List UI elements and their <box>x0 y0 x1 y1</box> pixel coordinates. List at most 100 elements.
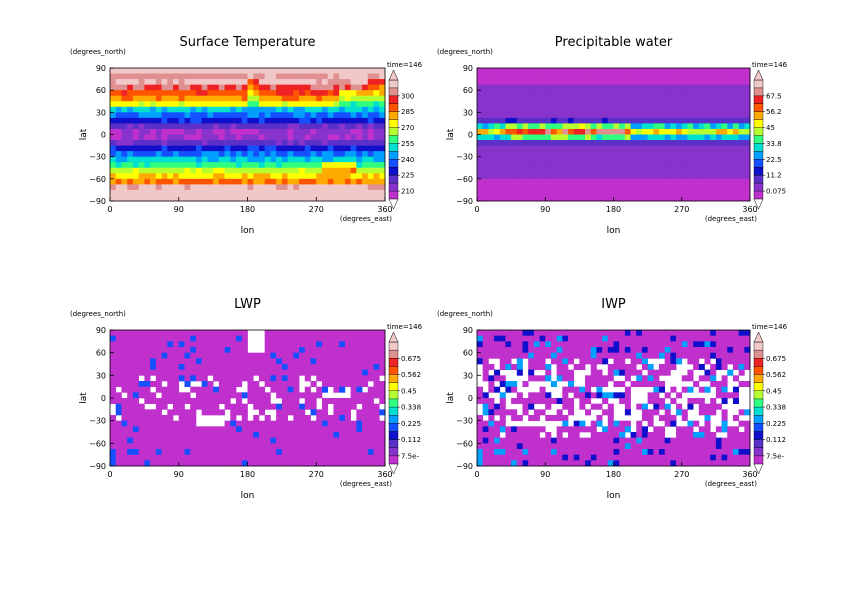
heatmap-cell <box>356 420 363 427</box>
heatmap-cell <box>339 95 346 102</box>
heatmap-cell <box>281 112 288 119</box>
heatmap-cell <box>505 335 512 342</box>
heatmap-cell <box>636 375 643 382</box>
heatmap-cell <box>704 403 711 410</box>
heatmap-cell <box>316 178 323 185</box>
heatmap-cell <box>155 140 162 146</box>
heatmap-cell <box>350 117 357 124</box>
heatmap-cell <box>710 156 717 163</box>
heatmap-cell <box>664 167 671 174</box>
heatmap-cell <box>636 195 643 202</box>
heatmap-cell <box>310 178 317 185</box>
heatmap-cell <box>367 68 374 74</box>
heatmap-cell <box>653 68 660 74</box>
heatmap-cell <box>539 101 546 108</box>
heatmap-cell <box>327 369 334 376</box>
heatmap-cell <box>613 145 620 152</box>
heatmap-cell <box>178 415 185 422</box>
heatmap-cell <box>494 90 501 97</box>
heatmap-cell <box>619 90 626 97</box>
heatmap-cell <box>647 167 654 174</box>
heatmap-cell <box>721 128 728 135</box>
heatmap-cell <box>138 335 145 342</box>
heatmap-cell <box>333 95 340 102</box>
heatmap-cell <box>624 140 631 146</box>
heatmap-cell <box>344 358 351 365</box>
heatmap-cell <box>710 381 717 388</box>
heatmap-cell <box>641 79 648 85</box>
heatmap-cell <box>613 151 620 158</box>
heatmap-cell <box>270 128 277 135</box>
heatmap-cell <box>316 167 323 174</box>
heatmap-cell <box>155 443 162 450</box>
heatmap-cell <box>281 151 288 158</box>
heatmap-cell <box>539 375 546 382</box>
heatmap-cell <box>121 386 128 393</box>
heatmap-cell <box>698 330 705 337</box>
heatmap-cell <box>110 347 117 354</box>
heatmap-cell <box>333 173 340 180</box>
heatmap-cell <box>482 84 489 91</box>
heatmap-cell <box>258 184 266 191</box>
heatmap-cell <box>115 330 122 337</box>
heatmap-cell <box>641 443 648 450</box>
heatmap-cell <box>482 162 489 169</box>
heatmap-cell <box>556 415 563 422</box>
heatmap-cell <box>499 364 506 371</box>
heatmap-cell <box>687 195 694 202</box>
heatmap-cell <box>681 123 688 130</box>
heatmap-cell <box>138 420 145 427</box>
heatmap-cell <box>161 330 168 337</box>
heatmap-cell <box>379 195 386 202</box>
heatmap-cell <box>545 392 552 399</box>
colorbar-arrow-top <box>388 331 399 343</box>
heatmap-cell <box>132 112 139 119</box>
heatmap-cell <box>264 128 271 135</box>
heatmap-cell <box>287 426 294 433</box>
heatmap-cell <box>184 134 191 141</box>
heatmap-cell <box>362 432 369 439</box>
heatmap-cell <box>321 195 329 202</box>
heatmap-cell <box>350 128 357 135</box>
heatmap-cell <box>150 454 157 461</box>
heatmap-cell <box>533 341 540 348</box>
heatmap-cell <box>132 167 139 174</box>
x-tick-label: 270 <box>674 205 689 214</box>
colorbar-swatch <box>388 103 399 113</box>
heatmap-cell <box>132 432 139 439</box>
heatmap-cell <box>218 112 225 119</box>
heatmap-cell <box>213 398 220 405</box>
heatmap-cell <box>167 134 174 141</box>
heatmap-cell <box>224 432 231 439</box>
heatmap-cell <box>230 381 237 388</box>
heatmap-cell <box>516 167 523 174</box>
heatmap-cell <box>327 95 334 102</box>
heatmap-cell <box>494 386 501 393</box>
heatmap-cell <box>533 409 540 416</box>
heatmap-cell <box>276 95 283 102</box>
heatmap-cell <box>127 90 134 97</box>
heatmap-cell <box>270 375 277 382</box>
heatmap-cell <box>681 347 688 354</box>
heatmap-cell <box>556 134 563 141</box>
heatmap-cell <box>585 392 592 399</box>
heatmap-cell <box>744 162 751 169</box>
heatmap-cell <box>647 79 654 85</box>
heatmap-cell <box>630 432 637 439</box>
heatmap-cell <box>287 330 294 337</box>
heatmap-cell <box>550 449 557 456</box>
heatmap-cell <box>241 117 248 124</box>
heatmap-cell <box>516 151 523 158</box>
heatmap-cell <box>224 106 231 113</box>
heatmap-cell <box>681 335 688 342</box>
heatmap-cell <box>276 415 283 422</box>
heatmap-cell <box>545 173 552 180</box>
heatmap-cell <box>144 106 151 113</box>
heatmap-cell <box>647 375 654 382</box>
heatmap-cell <box>339 106 346 113</box>
heatmap-cell <box>110 123 117 130</box>
heatmap-cell <box>270 449 277 456</box>
heatmap-cell <box>568 409 575 416</box>
y-tick-label: 30 <box>463 108 473 117</box>
heatmap-cell <box>173 432 180 439</box>
